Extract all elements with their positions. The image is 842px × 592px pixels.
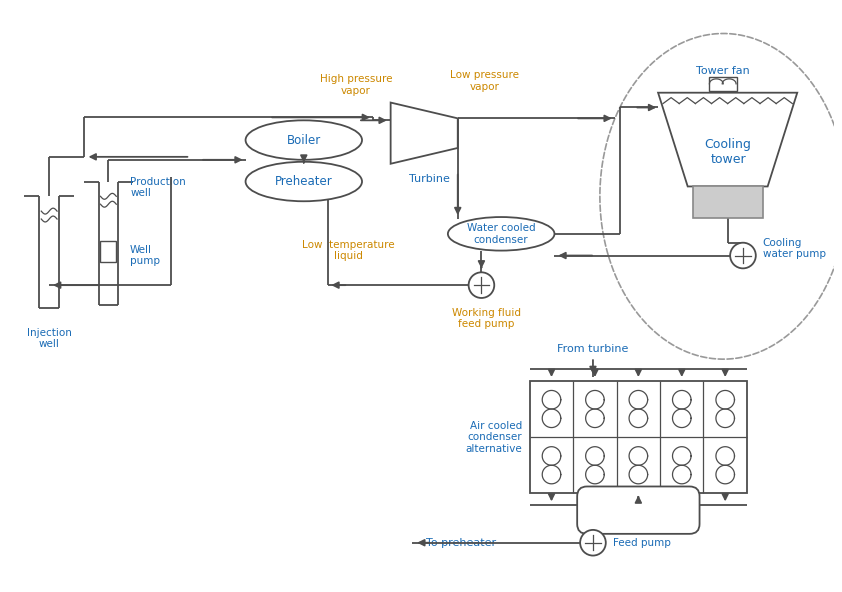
Text: Production
well: Production well — [131, 176, 186, 198]
Text: Well
pump: Well pump — [131, 244, 160, 266]
Text: Feed pump: Feed pump — [613, 538, 670, 548]
Text: To preheater: To preheater — [426, 538, 496, 548]
Bar — [693, 186, 763, 218]
Bar — [100, 241, 116, 262]
Text: Air cooled
condenser
alternative: Air cooled condenser alternative — [465, 420, 522, 453]
Text: Preheater: Preheater — [275, 175, 333, 188]
Bar — [530, 381, 747, 493]
Text: Tank: Tank — [624, 504, 653, 517]
Text: Tower fan: Tower fan — [696, 66, 750, 76]
Text: Turbine: Turbine — [408, 173, 450, 184]
Ellipse shape — [246, 120, 362, 160]
Text: Low pressure
vapor: Low pressure vapor — [450, 70, 519, 92]
Text: Cooling
water pump: Cooling water pump — [763, 238, 826, 259]
Text: Water cooled
condenser: Water cooled condenser — [466, 223, 536, 244]
Ellipse shape — [448, 217, 555, 250]
Text: Working fluid
feed pump: Working fluid feed pump — [452, 308, 521, 329]
Text: Cooling
tower: Cooling tower — [705, 138, 752, 166]
Circle shape — [730, 243, 756, 268]
Circle shape — [469, 272, 494, 298]
Bar — [710, 77, 737, 91]
Text: Low  temperature
liquid: Low temperature liquid — [302, 240, 395, 262]
Text: Boiler: Boiler — [286, 134, 321, 147]
Text: High pressure
vapor: High pressure vapor — [320, 74, 392, 95]
FancyBboxPatch shape — [577, 487, 700, 534]
Polygon shape — [658, 93, 797, 186]
Circle shape — [580, 530, 605, 555]
Polygon shape — [391, 102, 458, 164]
Ellipse shape — [246, 162, 362, 201]
Text: Injection
well: Injection well — [27, 327, 72, 349]
Text: From turbine: From turbine — [557, 344, 629, 354]
